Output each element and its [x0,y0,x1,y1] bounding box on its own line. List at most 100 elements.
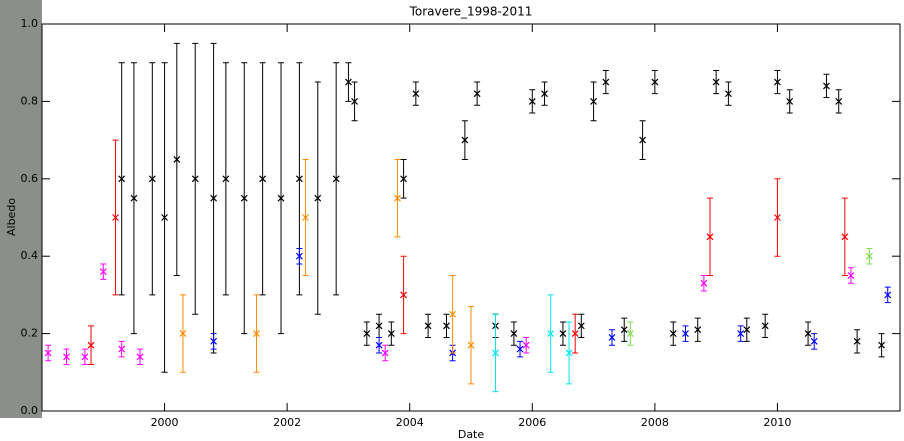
x-tick-label: 2004 [396,416,424,429]
point [130,194,138,202]
point [651,78,659,86]
point [240,194,248,202]
point [608,334,616,341]
point [823,82,830,90]
error-cap [774,69,781,95]
y-tick-label: 1.0 [21,17,39,30]
error-cap [547,294,554,373]
error-cap [639,120,646,160]
point [118,175,126,183]
point [626,330,634,338]
error-cap [259,62,266,296]
point [602,78,610,86]
point [210,337,218,345]
error-cap [627,321,634,346]
point [853,337,861,345]
error-cap [694,317,701,342]
point [222,175,230,183]
y-tick-label: 0.0 [21,404,39,417]
error-cap [192,42,199,315]
point [878,341,886,349]
error-cap [173,42,180,277]
point [865,252,873,260]
error-cap [382,344,389,362]
error-cap [179,294,186,373]
error-cap [737,325,744,342]
point [510,330,518,338]
error-cap [700,275,707,292]
point [191,175,199,183]
y-tick-label: 0.4 [21,249,39,262]
point [577,322,585,330]
point [712,78,720,86]
error-cap [762,313,769,338]
error-cap [210,333,217,350]
point [682,330,689,338]
error-cap [161,62,168,373]
error-cap [866,247,873,265]
error-cap [621,317,628,342]
point [295,175,303,183]
point [492,349,499,357]
x-axis-label: Date [458,428,485,441]
point [810,337,818,345]
background-image [0,0,42,441]
error-cap [878,333,885,358]
error-cap [363,321,370,346]
error-cap [376,336,383,354]
x-tick-label: 2008 [641,416,669,429]
error-cap [88,325,95,366]
error-cap [572,313,579,354]
error-cap [608,329,615,346]
error-cap [670,321,677,346]
point [449,310,457,318]
point [112,214,119,221]
plot-background [42,0,904,441]
point [473,90,481,98]
plot-area [44,42,892,393]
axis-background [0,418,904,441]
x-tick-label: 2002 [273,416,301,429]
point [81,353,89,361]
point [394,194,401,202]
error-cap [63,348,70,366]
error-cap [118,340,125,358]
point [345,78,352,86]
point [724,90,732,98]
point [590,97,597,105]
point [443,322,450,330]
error-cap [725,81,732,106]
point [253,330,260,338]
error-cap [713,69,720,95]
point [424,322,432,330]
point [387,330,395,338]
point [44,349,52,357]
error-cap [149,62,156,296]
error-cap [841,197,848,277]
error-cap [854,329,861,354]
point [847,272,855,279]
error-cap [296,247,303,265]
error-cap [884,286,891,304]
point [541,90,548,98]
point [620,326,628,334]
error-cap [388,321,395,346]
point [381,349,389,357]
point [375,322,383,330]
error-cap [578,313,585,338]
error-cap [302,158,309,277]
error-cap [590,81,597,122]
error-cap [559,321,566,346]
error-cap [351,81,358,122]
point [136,353,144,361]
error-cap [112,139,119,296]
point [700,279,708,287]
point [302,214,309,221]
error-cap [682,325,689,342]
error-cap [823,73,830,99]
point [99,268,107,276]
point [332,175,340,183]
point [148,175,156,183]
